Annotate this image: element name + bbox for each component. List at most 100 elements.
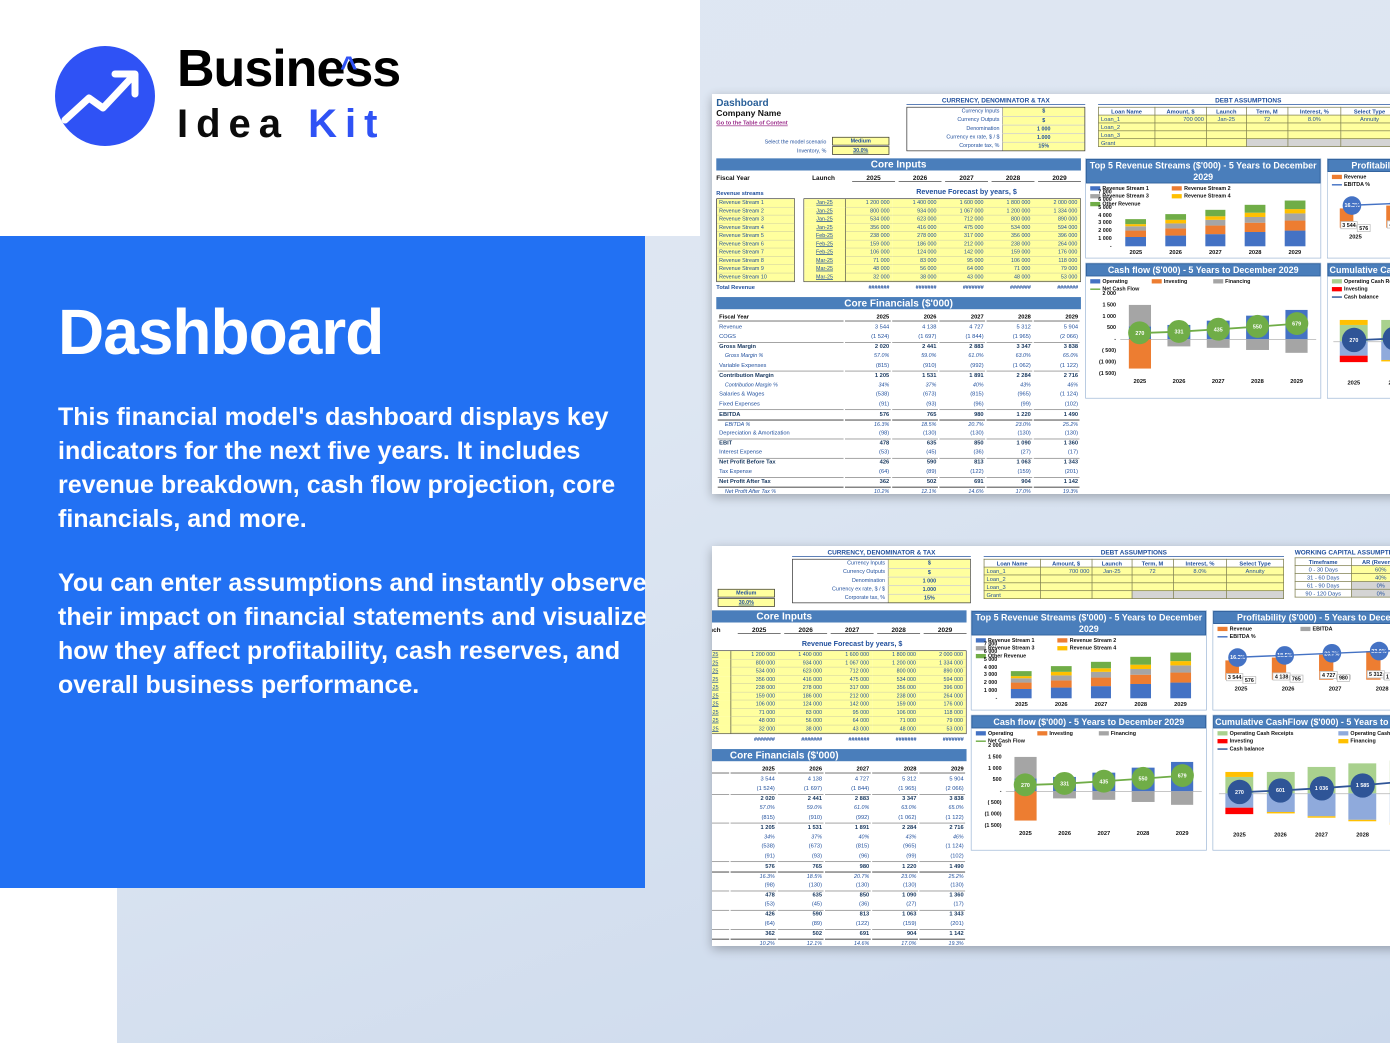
debt-cell[interactable] <box>1287 122 1342 132</box>
revenue-value-cell[interactable]: 356 000 <box>986 231 1034 241</box>
revenue-value-cell[interactable]: 712 000 <box>939 215 987 224</box>
revenue-value-cell[interactable]: 95 000 <box>939 256 987 265</box>
revenue-value-cell[interactable]: 623 000 <box>892 215 940 224</box>
revenue-value-cell[interactable]: 71 000 <box>986 264 1034 274</box>
revenue-stream-name[interactable]: Revenue Stream 7 <box>717 248 795 257</box>
revenue-value-cell[interactable]: 118 000 <box>1033 256 1081 265</box>
revenue-value-cell[interactable]: 317 000 <box>939 231 987 241</box>
revenue-value-cell[interactable]: 106 000 <box>731 700 779 709</box>
launch-cell[interactable]: Jan-25 <box>712 659 732 668</box>
debt-cell[interactable] <box>1287 138 1342 147</box>
launch-cell[interactable]: Jan-25 <box>804 223 846 232</box>
revenue-value-cell[interactable]: 71 000 <box>845 256 893 265</box>
launch-cell[interactable]: Mar-25 <box>804 256 846 265</box>
debt-cell[interactable] <box>1172 590 1227 599</box>
revenue-value-cell[interactable]: 934 000 <box>892 207 940 216</box>
chart-profitability[interactable]: Profitability ($'000) - 5 Years to Decem… <box>1326 158 1390 259</box>
debt-cell[interactable]: Jan-25 <box>1206 114 1247 124</box>
revenue-stream-name[interactable]: Revenue Stream 9 <box>717 264 795 274</box>
revenue-value-cell[interactable]: 79 000 <box>1033 264 1081 274</box>
debt-cell[interactable]: Jan-25 <box>1091 566 1133 576</box>
wc-cell[interactable]: 40% <box>1350 573 1390 582</box>
revenue-value-cell[interactable]: 238 000 <box>871 692 919 701</box>
debt-cell[interactable] <box>1226 590 1284 599</box>
launch-cell[interactable]: Jan-25 <box>712 651 732 660</box>
debt-cell[interactable] <box>1340 130 1390 140</box>
debt-cell[interactable] <box>1245 122 1289 132</box>
inventory-input[interactable]: 30.0% <box>717 598 775 607</box>
wc-cell[interactable]: 60% <box>1350 565 1390 574</box>
revenue-value-cell[interactable]: 934 000 <box>778 659 825 668</box>
revenue-value-cell[interactable]: 159 000 <box>871 700 919 709</box>
debt-cell[interactable]: Annuity <box>1340 114 1390 124</box>
revenue-value-cell[interactable]: 38 000 <box>892 273 940 282</box>
currency-row-value[interactable]: 1 000 <box>1002 124 1085 134</box>
revenue-value-cell[interactable]: 356 000 <box>871 683 919 693</box>
inventory-input[interactable]: 30.0% <box>832 146 890 155</box>
debt-cell[interactable]: 8.0% <box>1287 114 1342 124</box>
revenue-value-cell[interactable]: 1 600 000 <box>824 651 872 660</box>
revenue-value-cell[interactable]: 800 000 <box>731 659 779 668</box>
revenue-stream-name[interactable]: Revenue Stream 2 <box>717 207 795 216</box>
debt-cell[interactable] <box>1226 574 1284 584</box>
launch-cell[interactable]: Feb-25 <box>712 692 732 701</box>
debt-cell[interactable] <box>1245 130 1289 140</box>
chart-cash-flow[interactable]: Cash flow ($'000) - 5 Years to December … <box>1085 262 1322 399</box>
revenue-value-cell[interactable]: 212 000 <box>824 692 872 701</box>
currency-row-value[interactable]: $ <box>1002 107 1085 117</box>
debt-cell[interactable] <box>1039 582 1093 592</box>
currency-row-value[interactable]: 15% <box>887 593 971 603</box>
debt-cell[interactable] <box>1039 590 1093 599</box>
revenue-stream-name[interactable]: Revenue Stream 5 <box>717 231 795 241</box>
revenue-value-cell[interactable]: 32 000 <box>845 273 893 282</box>
launch-cell[interactable]: Feb-25 <box>712 700 732 709</box>
revenue-value-cell[interactable]: 1 400 000 <box>892 199 940 208</box>
debt-cell[interactable]: Grant <box>1098 138 1156 147</box>
launch-cell[interactable]: Jan-25 <box>804 215 846 224</box>
debt-cell[interactable]: 8.0% <box>1172 566 1227 576</box>
debt-cell[interactable]: Loan_1 <box>983 566 1041 576</box>
revenue-value-cell[interactable]: 83 000 <box>778 708 825 717</box>
chart-top5-revenue-streams[interactable]: Top 5 Revenue Streams ($'000) - 5 Years … <box>970 610 1207 711</box>
debt-cell[interactable]: Loan_3 <box>983 582 1041 592</box>
revenue-value-cell[interactable]: 534 000 <box>845 215 893 224</box>
revenue-value-cell[interactable]: 1 800 000 <box>871 651 919 660</box>
revenue-value-cell[interactable]: 159 000 <box>845 240 893 249</box>
revenue-value-cell[interactable]: 142 000 <box>939 248 987 257</box>
launch-cell[interactable]: Mar-25 <box>804 273 846 282</box>
revenue-value-cell[interactable]: 396 000 <box>1033 231 1081 241</box>
revenue-value-cell[interactable]: 534 000 <box>731 667 779 676</box>
revenue-value-cell[interactable]: 534 000 <box>986 223 1034 232</box>
currency-row-value[interactable]: $ <box>887 568 971 577</box>
revenue-value-cell[interactable]: 356 000 <box>845 223 893 232</box>
revenue-value-cell[interactable]: 712 000 <box>824 667 872 676</box>
launch-cell[interactable]: Jan-25 <box>804 199 846 208</box>
revenue-value-cell[interactable]: 71 000 <box>731 708 779 717</box>
debt-cell[interactable]: Loan_2 <box>1098 122 1156 132</box>
revenue-value-cell[interactable]: 800 000 <box>845 207 893 216</box>
revenue-value-cell[interactable]: 64 000 <box>824 716 872 726</box>
revenue-value-cell[interactable]: 43 000 <box>939 273 987 282</box>
currency-row-value[interactable]: 15% <box>1002 141 1085 151</box>
debt-cell[interactable] <box>1131 574 1174 584</box>
revenue-value-cell[interactable]: 416 000 <box>778 675 825 684</box>
revenue-value-cell[interactable]: 159 000 <box>986 248 1034 257</box>
revenue-stream-name[interactable]: Revenue Stream 6 <box>717 240 795 249</box>
revenue-value-cell[interactable]: 623 000 <box>778 667 825 676</box>
revenue-value-cell[interactable]: 95 000 <box>824 708 872 717</box>
debt-cell[interactable]: Loan_2 <box>983 574 1041 584</box>
debt-cell[interactable]: Grant <box>983 590 1041 599</box>
debt-cell[interactable] <box>1340 138 1390 147</box>
launch-cell[interactable]: Jan-25 <box>712 675 732 684</box>
launch-cell[interactable]: Feb-25 <box>804 231 846 241</box>
revenue-value-cell[interactable]: 64 000 <box>939 264 987 274</box>
revenue-value-cell[interactable]: 48 000 <box>871 725 919 734</box>
revenue-value-cell[interactable]: 176 000 <box>1033 248 1081 257</box>
debt-cell[interactable] <box>1206 130 1247 140</box>
launch-cell[interactable]: Feb-25 <box>712 683 732 693</box>
revenue-value-cell[interactable]: 79 000 <box>918 716 966 726</box>
revenue-value-cell[interactable]: 800 000 <box>986 215 1034 224</box>
revenue-value-cell[interactable]: 124 000 <box>892 248 940 257</box>
revenue-value-cell[interactable]: 238 000 <box>845 231 893 241</box>
